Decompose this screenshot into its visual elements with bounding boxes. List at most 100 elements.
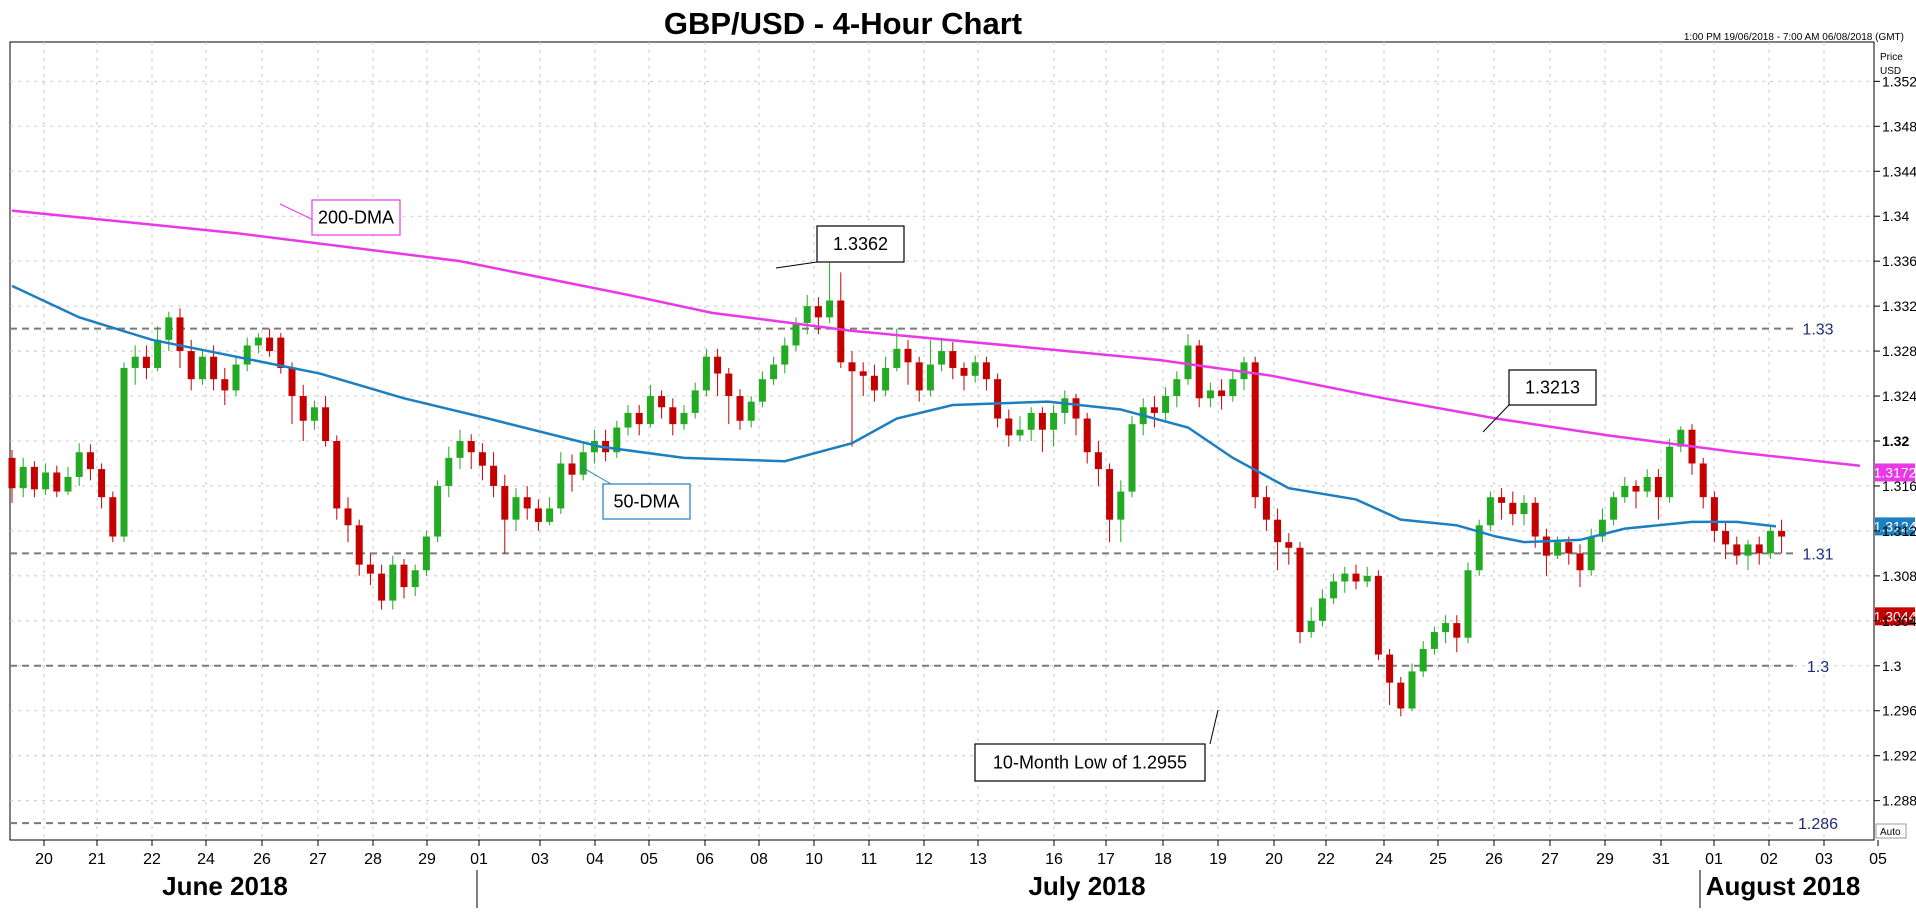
candle-body [646,396,654,425]
x-tick-label: 28 [364,851,382,868]
level-label: 1.3 [1807,659,1829,676]
candle-body [1094,452,1102,470]
candle-body [288,367,296,397]
candle-body [1498,497,1506,503]
x-tick-label: 08 [750,851,768,868]
candle-body [1453,623,1461,638]
candle-body [1218,390,1226,397]
annotation-text: 1.3213 [1525,378,1580,398]
candle-body [1632,485,1640,492]
price-badge-label: 1.3172 [1874,464,1916,480]
candle-body [176,317,184,352]
y-tick-label: 1.328 [1882,343,1916,359]
candle-body [411,570,419,588]
candle-body [938,351,946,365]
candle-body [1778,530,1786,537]
x-tick-label: 16 [1045,851,1063,868]
candle-body [1150,407,1158,413]
candle-body [624,412,632,428]
candle-body [1587,536,1595,571]
candle-body [926,364,934,391]
x-tick-label: 01 [470,851,488,868]
annotation-box [816,225,905,263]
level-label: 1.31 [1802,546,1833,563]
candle-body [714,356,722,374]
candle-body [1274,519,1282,543]
candle-body [568,463,576,475]
candle-body [1475,525,1483,571]
candle-body [1162,396,1170,413]
month-label: July 2018 [1028,871,1145,901]
candle-body [1654,476,1662,498]
x-tick-label: 12 [915,851,933,868]
candle-body [422,536,430,571]
x-tick-label: 02 [1760,851,1778,868]
y-tick-label: 1.352 [1882,73,1916,89]
candle-body [1710,497,1718,531]
auto-scale-box [1875,823,1907,839]
candle-body [1083,418,1091,453]
candle-body [960,367,968,376]
candle-body [1195,345,1203,399]
candle-body [1610,497,1618,520]
candle-body [243,345,251,365]
annotation-pointer [1482,404,1510,433]
candle-body [120,367,128,537]
x-tick-label: 29 [418,851,436,868]
candle-body [1296,547,1304,633]
candle-body [1554,542,1562,556]
candle-body [1565,542,1573,554]
candle-body [994,379,1002,419]
candle-body [142,356,150,368]
candle-body [702,356,710,391]
candle-body [1016,429,1024,436]
annotation-text: 200-DMA [318,208,394,228]
candle-body [154,339,162,368]
candle-body [1419,648,1427,672]
x-tick-label: 20 [35,851,53,868]
candle-body [1117,491,1125,520]
candle-body [322,407,330,441]
candle-body [64,476,72,492]
candle-body [1184,345,1192,380]
candle-body [1397,682,1405,709]
candle-body [1374,575,1382,655]
candle-body [1061,398,1069,413]
candle-body [19,466,27,489]
y-tick-label: 1.34 [1882,208,1909,224]
candle-body [870,375,878,391]
candle-body [982,362,990,380]
date-range: 1:00 PM 19/06/2018 - 7:00 AM 06/08/2018 … [1684,32,1904,43]
candle-body [904,348,912,363]
y-axis: 1.2881.2921.2961.31.3041.3081.3121.3161.… [1874,73,1916,839]
annotation-text: 1.3362 [833,234,888,254]
x-tick-label: 24 [197,851,215,868]
candles [8,258,1786,717]
chart-title: GBP/USD - 4-Hour Chart [664,6,1022,41]
candle-body [590,441,598,453]
month-label: August 2018 [1706,871,1861,901]
candle-body [1229,379,1237,397]
50-dma-line [11,284,1777,544]
x-tick-label: 13 [969,851,987,868]
price-badge [1875,517,1915,536]
candle-body [523,497,531,509]
candle-body [1621,485,1629,498]
x-tick-label: 03 [531,851,549,868]
y-tick-label: 1.288 [1882,793,1916,809]
candle-body [1666,446,1674,498]
x-tick-label: 31 [1652,851,1670,868]
candle-body [30,466,38,490]
y-axis-label-usd: USD [1880,66,1901,77]
candle-body [814,306,822,318]
candle-body [490,465,498,486]
candle-body [299,396,307,421]
annotation-text: 50-DMA [613,492,679,512]
x-tick-label: 27 [309,851,327,868]
y-tick-label: 1.336 [1882,253,1916,269]
candle-body [1318,598,1326,621]
candle-body [1206,390,1214,399]
x-tick-label: 27 [1541,851,1559,868]
candle-body [501,485,509,520]
price-badge-label: 1.3044 [1874,608,1916,624]
